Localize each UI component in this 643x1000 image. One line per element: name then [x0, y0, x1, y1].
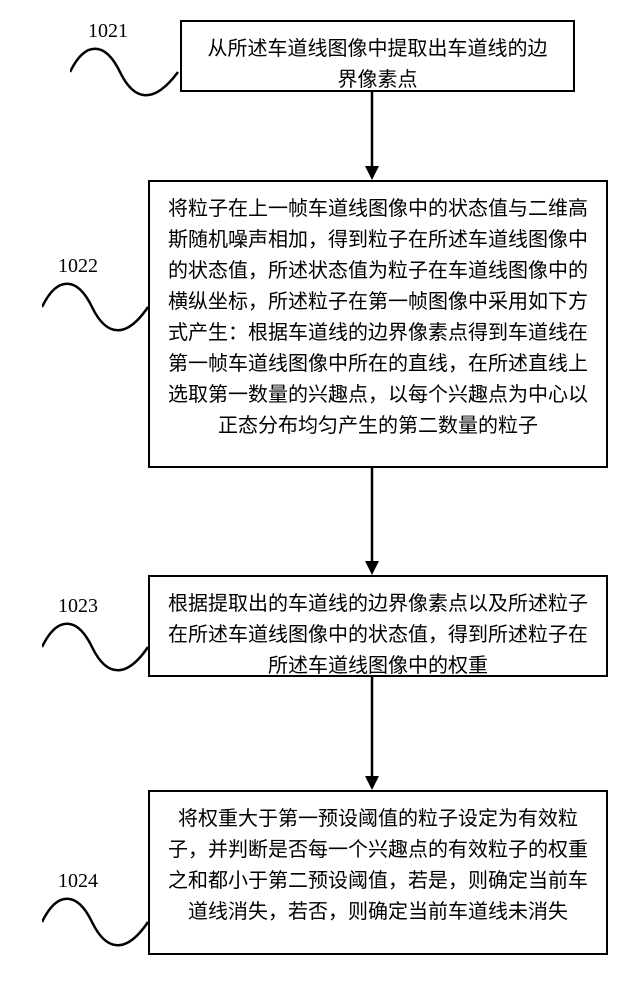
wave-connector-1021 — [70, 46, 180, 98]
step-box-1024: 将权重大于第一预设阈值的粒子设定为有效粒子，并判断是否每一个兴趣点的有效粒子的权… — [148, 790, 608, 955]
arrow-3-4 — [362, 677, 382, 792]
step-label-1021: 1021 — [88, 20, 128, 43]
step-box-1023: 根据提取出的车道线的边界像素点以及所述粒子在所述车道线图像中的状态值，得到所述粒… — [148, 575, 608, 677]
arrow-2-3 — [362, 468, 382, 577]
step-text: 将权重大于第一预设阈值的粒子设定为有效粒子，并判断是否每一个兴趣点的有效粒子的权… — [168, 808, 588, 923]
step-text: 将粒子在上一帧车道线图像中的状态值与二维高斯随机噪声相加，得到粒子在所述车道线图… — [168, 198, 588, 437]
wave-connector-1023 — [42, 621, 150, 673]
step-text: 从所述车道线图像中提取出车道线的边界像素点 — [208, 38, 548, 91]
flowchart-container: 1021 从所述车道线图像中提取出车道线的边界像素点 1022 将粒子在上一帧车… — [0, 0, 643, 1000]
wave-connector-1024 — [42, 896, 150, 948]
step-label-1024: 1024 — [58, 870, 98, 893]
step-box-1022: 将粒子在上一帧车道线图像中的状态值与二维高斯随机噪声相加，得到粒子在所述车道线图… — [148, 180, 608, 468]
step-text: 根据提取出的车道线的边界像素点以及所述粒子在所述车道线图像中的状态值，得到所述粒… — [168, 593, 588, 677]
wave-connector-1022 — [42, 281, 150, 333]
step-label-1023: 1023 — [58, 595, 98, 618]
step-box-1021: 从所述车道线图像中提取出车道线的边界像素点 — [180, 20, 575, 92]
arrow-1-2 — [362, 92, 382, 182]
step-label-1022: 1022 — [58, 255, 98, 278]
